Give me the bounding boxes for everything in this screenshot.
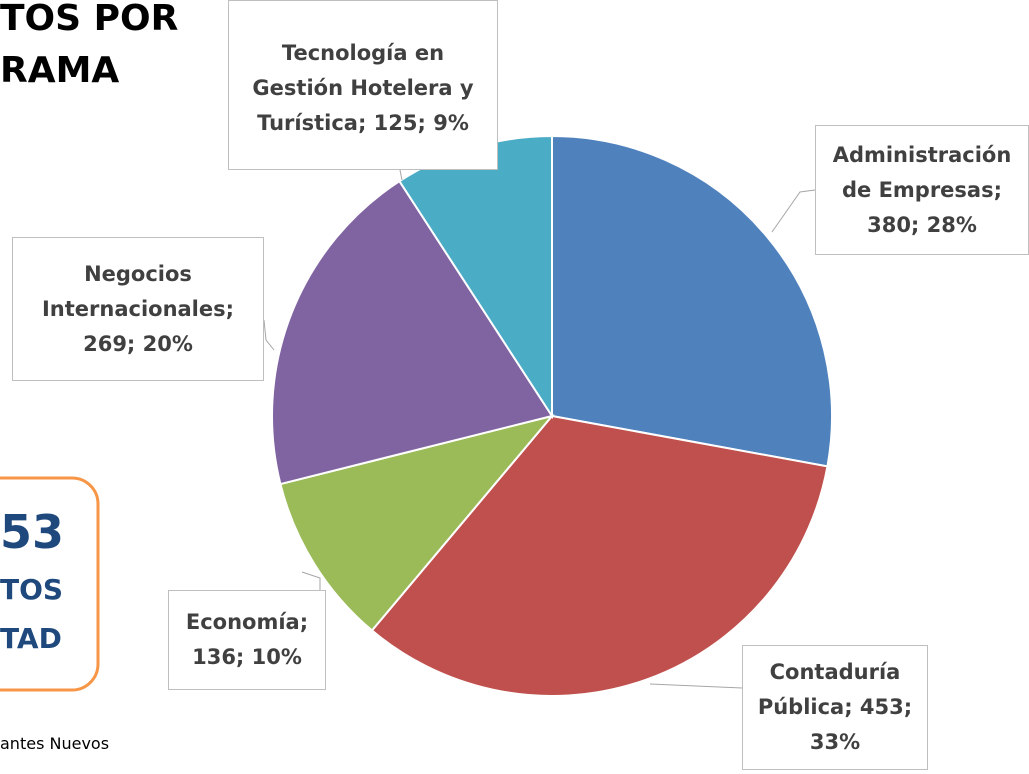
data-label: Negocios Internacionales; 269; 20% bbox=[12, 237, 264, 381]
data-label: Administración de Empresas; 380; 28% bbox=[815, 125, 1029, 255]
title-line: TOS POR bbox=[0, 0, 179, 39]
title-line: RAMA bbox=[0, 50, 120, 91]
pie bbox=[271, 134, 833, 697]
callout-number: 53 bbox=[0, 505, 65, 559]
pie-slice bbox=[370, 414, 829, 697]
data-label: Economía; 136; 10% bbox=[168, 590, 326, 690]
pie-slice bbox=[271, 179, 554, 486]
pie-slice bbox=[551, 134, 833, 468]
callout-line: TOS bbox=[0, 573, 64, 606]
data-label: Contaduría Pública; 453; 33% bbox=[742, 645, 928, 770]
footer: antes Nuevos bbox=[0, 734, 110, 753]
pie-slice bbox=[279, 414, 555, 632]
leader-lines bbox=[263, 169, 816, 689]
data-label: Tecnología en Gestión Hotelera y Turísti… bbox=[228, 0, 498, 170]
callout-box bbox=[0, 476, 100, 692]
callout-line: TAD bbox=[0, 622, 62, 655]
